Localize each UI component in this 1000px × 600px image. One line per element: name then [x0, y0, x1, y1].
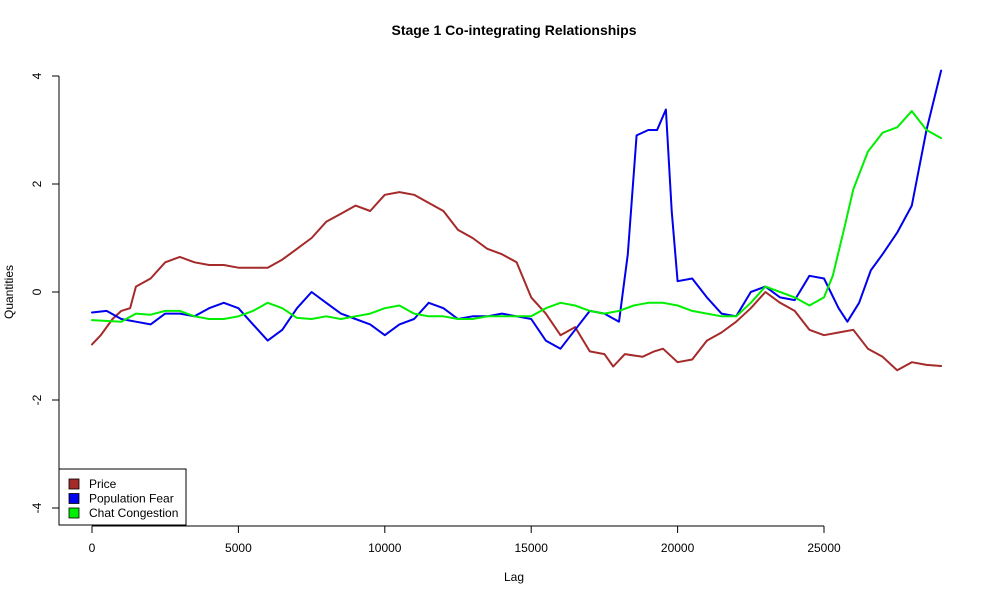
x-axis-label: Lag: [504, 570, 524, 584]
x-ticks: 0 5000 10000 15000 20000 25000: [89, 526, 841, 555]
y-ticks: -4 -2 0 2 4: [30, 72, 59, 513]
chart-title: Stage 1 Co-integrating Relationships: [391, 22, 636, 38]
series-line-price: [91, 191, 943, 372]
legend-swatch-population-fear: [68, 493, 80, 504]
series-line-population-fear: [91, 69, 943, 350]
y-tick-label: 4: [30, 72, 44, 79]
x-tick-label: 5000: [225, 541, 252, 555]
x-tick-label: 25000: [807, 541, 841, 555]
y-axis-label: Quantities: [2, 265, 16, 319]
x-tick-label: 20000: [661, 541, 695, 555]
x-tick-label: 15000: [515, 541, 549, 555]
series-lines: [91, 69, 943, 372]
legend-label-chat-congestion: Chat Congestion: [89, 506, 178, 520]
y-tick-label: 0: [30, 288, 44, 295]
legend-label-price: Price: [89, 477, 117, 491]
legend-swatch-chat-congestion: [68, 507, 80, 519]
y-tick-label: -2: [30, 394, 44, 405]
series-line-chat-congestion: [91, 110, 943, 323]
y-tick-label: 2: [30, 180, 44, 187]
legend-label-population-fear: Population Fear: [89, 492, 174, 506]
y-tick-label: -4: [30, 502, 44, 513]
x-tick-label: 10000: [368, 541, 402, 555]
legend-box: [58, 468, 187, 526]
x-tick-label: 0: [89, 541, 96, 555]
legend-swatch-price: [68, 478, 80, 490]
